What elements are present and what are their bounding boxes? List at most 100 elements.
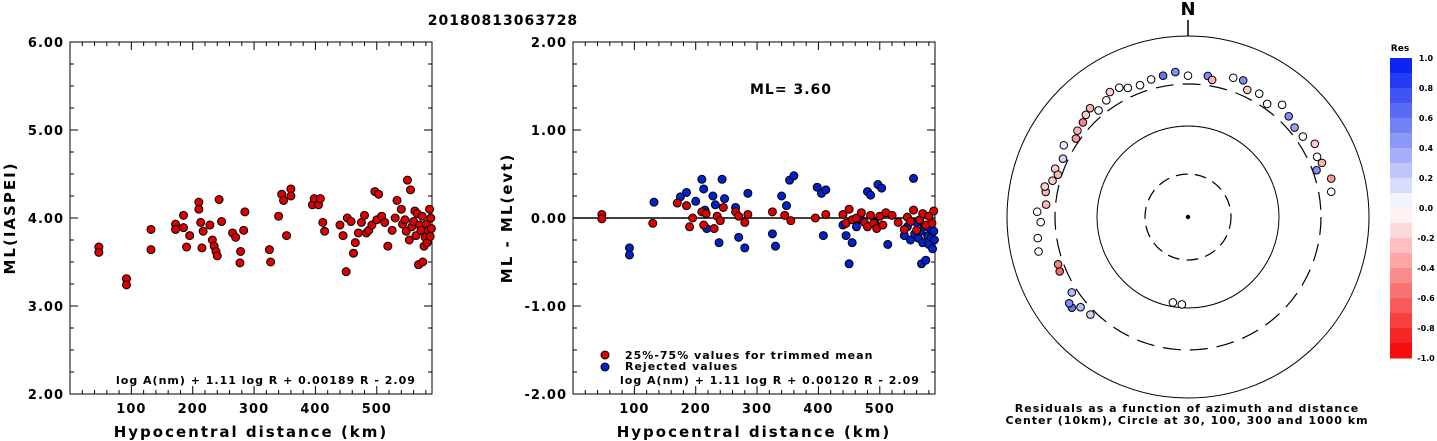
colorbar-segment: [1390, 118, 1412, 134]
legend-marker-accepted: [600, 350, 610, 360]
middle-y-tick-label: 1.00: [531, 124, 567, 139]
accepted-point: [767, 207, 777, 217]
residual-point: [1076, 302, 1085, 312]
rejected-point: [909, 173, 919, 183]
data-point: [179, 210, 189, 220]
rejected-point: [866, 190, 876, 200]
rejected-point: [847, 238, 857, 248]
data-point: [320, 226, 330, 236]
colorbar-tick-label: -0.8: [1417, 324, 1435, 333]
data-point: [425, 231, 435, 241]
residual-point: [1326, 187, 1336, 197]
left-y-tick-label: 2.00: [28, 388, 64, 403]
accepted-point: [701, 209, 711, 219]
rejected-point: [877, 183, 887, 193]
data-point: [231, 232, 241, 242]
residual-point: [1040, 182, 1050, 191]
residual-point: [1032, 207, 1042, 217]
rejected-point: [844, 259, 854, 269]
data-point: [346, 217, 356, 227]
data-point: [383, 241, 393, 251]
left-y-axis-label: ML(IASPEI): [1, 161, 19, 274]
residual-point: [1102, 96, 1111, 105]
rejected-point: [851, 222, 861, 232]
data-point: [146, 245, 156, 255]
accepted-point: [699, 220, 709, 230]
accepted-point: [648, 218, 658, 228]
left-x-ticks: 100 200 300 400 500: [81, 42, 427, 417]
rejected-point: [691, 196, 701, 206]
accepted-point: [740, 217, 750, 227]
middle-formula: log A(nm) + 1.11 log R + 0.00120 R - 2.0…: [620, 374, 920, 387]
residual-point: [1064, 299, 1074, 308]
colorbar-segment: [1390, 58, 1412, 74]
rejected-point: [883, 239, 893, 249]
accepted-point: [927, 218, 937, 228]
colorbar-segment: [1390, 133, 1412, 149]
polar-panel: N Residuals as a function of azimuth and…: [1005, 0, 1435, 427]
accepted-point: [821, 209, 831, 219]
rejected-point: [818, 231, 828, 241]
middle-x-tick-label: 400: [803, 402, 833, 417]
accepted-point: [912, 225, 922, 235]
data-point: [286, 191, 296, 201]
polar-points: [1032, 67, 1336, 319]
rejected-point: [720, 194, 730, 204]
colorbar-segment: [1390, 178, 1412, 194]
left-x-axis-label: Hypocentral distance (km): [114, 423, 389, 441]
rejected-point: [714, 238, 724, 248]
data-point: [171, 224, 181, 234]
rejected-point: [710, 200, 720, 210]
residual-point: [1238, 76, 1248, 85]
middle-points: [597, 171, 939, 269]
middle-x-tick-label: 100: [619, 402, 649, 417]
colorbar-tick-label: 0.8: [1419, 84, 1434, 93]
colorbar-segment: [1390, 283, 1412, 299]
residual-point: [1094, 106, 1103, 115]
middle-y-tick-label: -1.00: [525, 300, 567, 315]
residual-point: [1183, 71, 1193, 80]
rejected-point: [770, 241, 780, 251]
data-point: [214, 195, 224, 205]
colorbar-segment: [1390, 313, 1412, 329]
residual-point: [1073, 126, 1082, 135]
rejected-point: [821, 185, 831, 195]
colorbar-tick-label: 0.2: [1419, 174, 1433, 183]
residual-point: [1254, 89, 1264, 98]
data-point: [264, 245, 274, 255]
accepted-point: [734, 211, 744, 221]
data-point: [360, 210, 370, 220]
chart-title: 20180813063728: [428, 13, 578, 29]
data-point: [426, 224, 436, 234]
residual-point: [1177, 300, 1187, 309]
left-x-tick-label: 400: [300, 402, 330, 417]
colorbar-title: Res: [1391, 44, 1409, 54]
residual-point: [1312, 165, 1321, 175]
data-point: [387, 225, 397, 235]
accepted-point: [878, 220, 888, 230]
colorbar-segment: [1390, 193, 1412, 209]
rejected-point: [782, 201, 792, 211]
colorbar-segment: [1390, 103, 1412, 119]
middle-y-axis-label: ML - ML(evt): [498, 153, 516, 283]
residual-point: [1071, 134, 1081, 143]
data-point: [197, 243, 207, 253]
data-point: [390, 213, 400, 223]
accepted-point: [844, 204, 854, 214]
data-point: [315, 194, 325, 204]
middle-y-tick-label: -2.00: [525, 388, 567, 403]
data-point: [146, 224, 156, 234]
accepted-point: [905, 217, 915, 227]
accepted-point: [780, 210, 790, 220]
accepted-point: [743, 209, 753, 219]
colorbar-segment: [1390, 298, 1412, 314]
residual-point: [1171, 67, 1180, 77]
epicenter-dot: [1185, 214, 1191, 220]
data-point: [282, 231, 292, 241]
middle-x-ticks: 100 200 300 400 500: [584, 42, 930, 417]
residual-point: [1067, 288, 1077, 297]
accepted-point: [899, 224, 909, 234]
data-point: [348, 248, 358, 258]
data-point: [425, 204, 435, 214]
middle-y-ticks: 2.00 1.00 0.00 -1.00 -2.00: [525, 36, 935, 403]
